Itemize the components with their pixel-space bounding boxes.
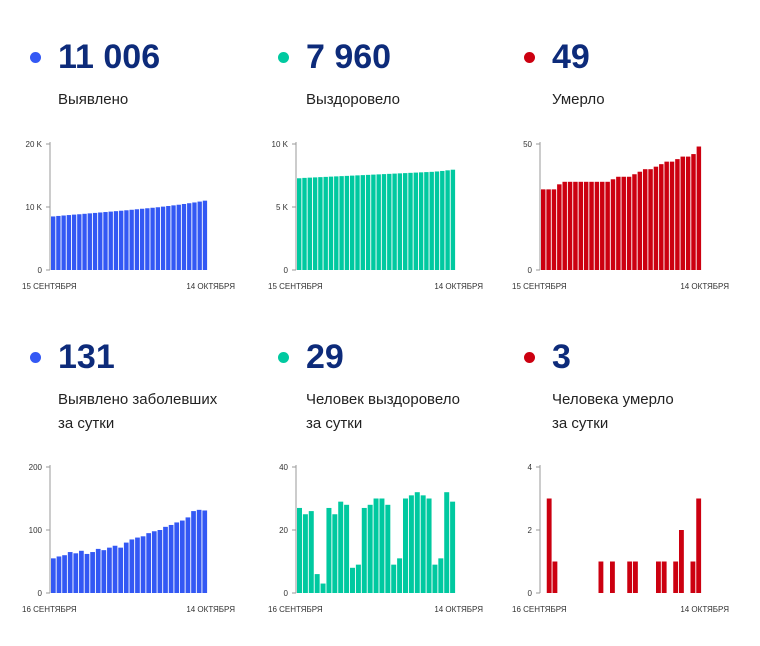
total-label: Умерло [552,91,605,108]
legend-dot [278,352,289,363]
total-value: 11 006 [58,38,161,76]
panel-deaths-total: 49 Умерло [524,36,760,346]
legend-dot [524,352,535,363]
panel-recovered-daily: 29 Человек выздоровело за сутки [278,336,518,646]
panel-detected-daily: 131 Выявлено заболевших за сутки [30,336,270,646]
total-label: Выздоровело [306,91,401,108]
daily-value: 29 [306,338,344,376]
daily-label: Человека умерло за сутки [552,391,674,432]
total-label: Выявлено [58,91,129,108]
total-value: 7 960 [306,38,392,76]
legend-dot [278,52,289,63]
panel-detected-total: 11 006 Выявлено [30,36,270,346]
panel-deaths-daily: 3 Человека умерло за сутки [524,336,760,646]
daily-label: Человек выздоровело за сутки [306,391,460,432]
daily-label: Выявлено заболевших за сутки [58,391,218,432]
legend-dot [30,352,41,363]
panel-recovered-total: 7 960 Выздоровело [278,36,518,346]
legend-dot [30,52,41,63]
total-value: 49 [552,38,590,76]
daily-value: 131 [58,338,115,376]
legend-dot [524,52,535,63]
daily-value: 3 [552,338,571,376]
